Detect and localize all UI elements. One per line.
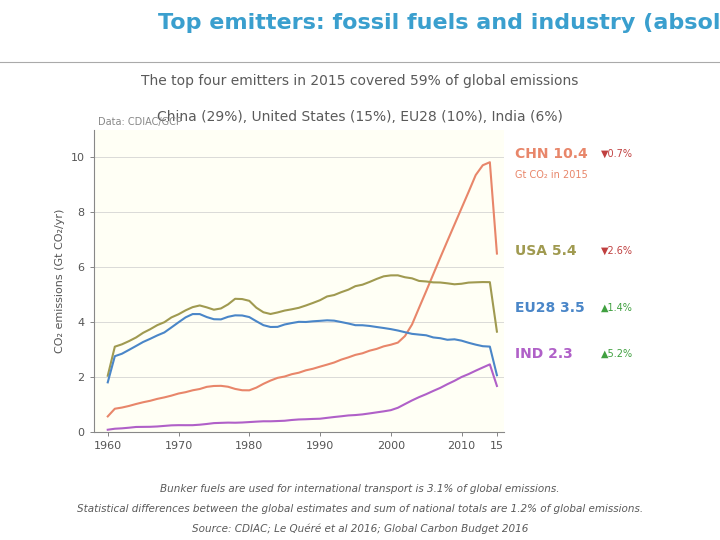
Text: Bunker fuels are used for international transport is 3.1% of global emissions.: Bunker fuels are used for international … bbox=[161, 484, 559, 495]
Y-axis label: CO₂ emissions (Gt CO₂/yr): CO₂ emissions (Gt CO₂/yr) bbox=[55, 208, 65, 353]
Text: Statistical differences between the global estimates and sum of national totals : Statistical differences between the glob… bbox=[77, 504, 643, 514]
Text: Gt CO₂ in 2015: Gt CO₂ in 2015 bbox=[515, 171, 588, 180]
Text: IND 2.3: IND 2.3 bbox=[515, 347, 572, 361]
Text: USA 5.4: USA 5.4 bbox=[515, 244, 577, 258]
Text: CHN 10.4: CHN 10.4 bbox=[515, 147, 588, 161]
Text: Top emitters: fossil fuels and industry (absolute): Top emitters: fossil fuels and industry … bbox=[158, 12, 720, 33]
Text: China (29%), United States (15%), EU28 (10%), India (6%): China (29%), United States (15%), EU28 (… bbox=[157, 110, 563, 124]
Text: Data: CDIAC/GCP: Data: CDIAC/GCP bbox=[98, 117, 181, 126]
Text: Source: CDIAC; Le Quéré et al 2016; Global Carbon Budget 2016: Source: CDIAC; Le Quéré et al 2016; Glob… bbox=[192, 523, 528, 534]
Text: The top four emitters in 2015 covered 59% of global emissions: The top four emitters in 2015 covered 59… bbox=[141, 74, 579, 88]
Text: ▼0.7%: ▼0.7% bbox=[601, 149, 633, 159]
Text: ▼2.6%: ▼2.6% bbox=[601, 246, 633, 256]
Text: ▲5.2%: ▲5.2% bbox=[601, 349, 634, 359]
Text: ▲1.4%: ▲1.4% bbox=[601, 303, 633, 313]
Text: EU28 3.5: EU28 3.5 bbox=[515, 301, 585, 315]
